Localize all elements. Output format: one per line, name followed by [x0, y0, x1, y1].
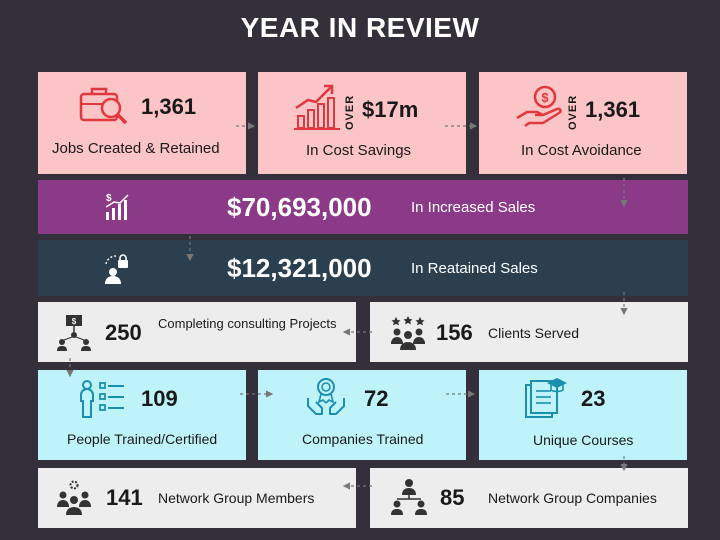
clients-group-icon [390, 316, 426, 350]
consulting-label: Completing consulting Projects [158, 316, 337, 331]
cost-savings-label: In Cost Savings [306, 142, 412, 159]
award-hands-icon [306, 376, 346, 418]
hand-coin-icon: $ [515, 84, 565, 132]
network-companies-label: Network Group Companies [488, 490, 657, 506]
increased-sales-label: In Increased Sales [411, 199, 536, 216]
increased-sales-banner: $ $70,693,000 In Increased Sales [38, 180, 688, 234]
companies-trained-value: 72 [364, 386, 389, 411]
jobs-label: Jobs Created & Retained [52, 140, 220, 157]
unique-courses-card: 23 Unique Courses [479, 370, 687, 460]
network-members-icon [56, 480, 92, 516]
consulting-value: 250 [105, 320, 142, 345]
network-companies-card: 85 Network Group Companies [370, 468, 688, 528]
dollar-bar-chart-icon: $ [102, 192, 132, 222]
svg-text:$: $ [106, 193, 112, 204]
consulting-network-icon: $ [56, 314, 92, 352]
network-members-value: 141 [106, 485, 143, 510]
retained-sales-label: In Reatained Sales [411, 260, 538, 277]
clients-card: 156 Clients Served [370, 302, 688, 362]
unique-courses-value: 23 [581, 386, 606, 411]
cost-savings-value: $17m [362, 97, 419, 122]
jobs-card: 1,361 Jobs Created & Retained [38, 72, 246, 174]
consulting-card: $ 250 Completing consulting Projects [38, 302, 356, 362]
svg-text:$: $ [72, 317, 77, 326]
lock-person-icon [102, 254, 132, 284]
jobs-value: 1,361 [141, 94, 197, 119]
people-trained-value: 109 [141, 386, 178, 411]
companies-trained-card: 72 Companies Trained [258, 370, 466, 460]
clients-label: Clients Served [488, 325, 580, 341]
svg-text:$: $ [541, 90, 549, 105]
clients-value: 156 [436, 320, 473, 345]
network-members-label: Network Group Members [158, 490, 315, 506]
network-companies-value: 85 [440, 485, 465, 510]
growth-chart-icon [292, 82, 342, 132]
retained-sales-banner: $12,321,000 In Reatained Sales [38, 240, 688, 296]
network-companies-icon [390, 478, 428, 516]
cost-avoidance-label: In Cost Avoidance [521, 142, 642, 159]
unique-courses-label: Unique Courses [533, 432, 634, 448]
page-title: YEAR IN REVIEW [240, 12, 480, 43]
people-trained-label: People Trained/Certified [67, 431, 218, 447]
cost-avoidance-card: $ OVER 1,361 In Cost Avoidance [479, 72, 687, 174]
increased-sales-value: $70,693,000 [227, 192, 372, 222]
books-graduation-icon [523, 377, 567, 419]
people-trained-card: 109 People Trained/Certified [38, 370, 246, 460]
cost-savings-card: OVER $17m In Cost Savings [258, 72, 466, 174]
companies-trained-label: Companies Trained [302, 431, 424, 447]
retained-sales-value: $12,321,000 [227, 253, 372, 283]
briefcase-magnifier-icon [78, 82, 132, 128]
network-members-card: 141 Network Group Members [38, 468, 356, 528]
cost-avoidance-value: 1,361 [585, 97, 641, 122]
trainee-checklist-icon [78, 379, 126, 419]
